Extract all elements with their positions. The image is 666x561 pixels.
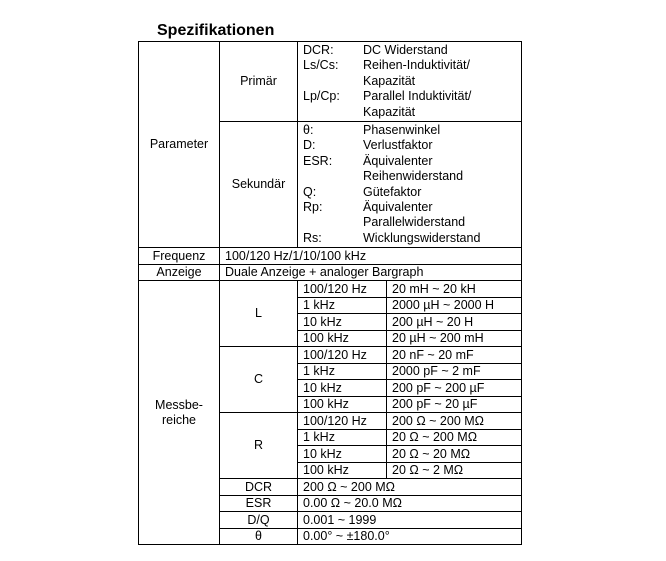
secondary-list: θ: Phasenwinkel D: Verlustfaktor ESR: Äquival… <box>296 121 523 249</box>
range-row: 100 kHz 20 µH ~ 200 mH <box>139 329 523 348</box>
param-description: DC Widerstand <box>363 43 448 57</box>
single-range-row: θ 0.00° ~ ±180.0° <box>139 527 523 546</box>
ranges-label-line2: reiche <box>161 412 197 427</box>
param-term-empty <box>303 215 363 230</box>
range-value: 2000 pF ~ 2 mF <box>385 362 523 381</box>
range-frequency: 10 kHz <box>297 379 387 397</box>
single-range-value: 0.001 ~ 1999 <box>296 511 523 529</box>
param-term: ESR: <box>303 153 333 168</box>
param-description: Reihenwiderstand <box>363 169 464 184</box>
param-description: Äquivalenter <box>363 153 433 168</box>
single-range-row: DCR 200 Ω ~ 200 MΩ <box>139 478 523 496</box>
range-value: 20 Ω ~ 20 MΩ <box>385 445 523 463</box>
range-frequency: 1 kHz <box>297 296 387 315</box>
group-label: C <box>219 346 298 414</box>
section-title: Spezifikationen <box>157 22 275 39</box>
single-range-label: D/Q <box>219 511 298 529</box>
row-primary: Parameter Primär DCR: DC Widerstand Ls/Cs:… <box>138 40 523 249</box>
single-range-row: ESR 0.00 Ω ~ 20.0 MΩ <box>139 494 523 513</box>
range-value: 200 pF ~ 200 µF <box>385 379 523 397</box>
single-range-label: DCR <box>219 478 298 496</box>
param-term: Lp/Cp: <box>303 89 340 104</box>
single-range-label: ESR <box>219 494 298 513</box>
frequency-value: 100/120 Hz/1/10/100 kHz <box>218 247 523 265</box>
range-row: 1 kHz 20 Ω ~ 200 MΩ <box>139 428 523 447</box>
param-term: Q: <box>303 184 317 199</box>
range-value: 200 µH ~ 20 H <box>385 313 523 331</box>
row-secondary: Sekundär θ: Phasenwinkel D: Verlustfaktor ES… <box>139 121 523 249</box>
range-row: Messbe-reiche L 100/120 Hz 20 mH ~ 20 kH <box>138 280 523 546</box>
range-row: 10 kHz 200 µH ~ 20 H <box>139 313 523 331</box>
range-frequency: 100 kHz <box>297 395 387 414</box>
param-term: Rs: <box>303 230 322 245</box>
range-value: 20 µH ~ 200 mH <box>385 329 523 348</box>
range-frequency: 10 kHz <box>297 313 387 331</box>
range-value: 20 nF ~ 20 mF <box>385 346 523 364</box>
range-row: 100 kHz 20 Ω ~ 2 MΩ <box>139 461 523 480</box>
range-value: 2000 µH ~ 2000 H <box>385 296 523 315</box>
range-row: 1 kHz 2000 pF ~ 2 mF <box>139 362 523 381</box>
range-value: 20 Ω ~ 2 MΩ <box>385 461 523 480</box>
param-term: D: <box>303 138 316 153</box>
param-description: Kapazität <box>363 104 416 119</box>
range-frequency: 100/120 Hz <box>297 280 387 298</box>
display-label: Anzeige <box>138 263 220 282</box>
single-range-value: 0.00° ~ ±180.0° <box>296 527 523 546</box>
param-term-empty <box>303 74 363 89</box>
ranges-label: Messbe-reiche <box>138 280 220 546</box>
range-row: 10 kHz 20 Ω ~ 20 MΩ <box>139 445 523 463</box>
primary-list: DCR: DC Widerstand Ls/Cs: Reihen-Induktivit… <box>296 40 523 123</box>
range-frequency: 1 kHz <box>297 362 387 381</box>
param-description: Phasenwinkel <box>363 123 441 138</box>
param-term: DCR: <box>303 43 334 57</box>
range-row: R 100/120 Hz 200 Ω ~ 200 MΩ <box>139 412 523 480</box>
param-description: Wicklungswiderstand <box>363 230 481 245</box>
range-row: 100 kHz 200 pF ~ 20 µF <box>139 395 523 414</box>
display-value: Duale Anzeige + analoger Bargraph <box>218 263 523 282</box>
param-term: Ls/Cs: <box>303 58 339 73</box>
param-term-empty <box>303 169 363 184</box>
range-row: C 100/120 Hz 20 nF ~ 20 mF <box>139 346 523 414</box>
param-description: Reihen-Induktivität/ <box>363 58 471 73</box>
range-value: 200 Ω ~ 200 MΩ <box>385 412 523 430</box>
single-range-value: 0.00 Ω ~ 20.0 MΩ <box>296 494 523 513</box>
param-description: Kapazität <box>363 73 416 88</box>
range-frequency: 100 kHz <box>297 461 387 480</box>
row-frequency: Frequenz 100/120 Hz/1/10/100 kHz <box>138 247 523 265</box>
param-description: Gütefaktor <box>363 184 422 199</box>
param-term-empty <box>303 105 363 120</box>
parameter-label: Parameter <box>138 40 220 249</box>
frequency-label: Frequenz <box>138 247 220 265</box>
ranges-label-line1: Messbe- <box>155 397 203 412</box>
param-description: Äquivalenter <box>363 200 433 215</box>
row-display: Anzeige Duale Anzeige + analoger Bargrap… <box>138 263 523 282</box>
primary-label: Primär <box>219 40 298 123</box>
range-frequency: 10 kHz <box>297 445 387 463</box>
range-row: 10 kHz 200 pF ~ 200 µF <box>139 379 523 397</box>
single-range-value: 200 Ω ~ 200 MΩ <box>296 478 523 496</box>
group-label: L <box>219 280 298 348</box>
param-term: θ: <box>303 123 314 138</box>
param-term: Rp: <box>303 200 323 215</box>
param-description: Parallel Induktivität/ <box>363 89 472 104</box>
single-range-label: θ <box>219 527 298 546</box>
spec-table: Parameter Primär DCR: DC Widerstand Ls/Cs:… <box>138 40 523 546</box>
range-frequency: 100/120 Hz <box>297 412 387 430</box>
range-value: 200 pF ~ 20 µF <box>385 395 523 414</box>
range-frequency: 100/120 Hz <box>297 346 387 364</box>
range-value: 20 Ω ~ 200 MΩ <box>385 428 523 447</box>
range-frequency: 1 kHz <box>297 428 387 447</box>
group-label: R <box>219 412 298 480</box>
range-frequency: 100 kHz <box>297 329 387 348</box>
range-value: 20 mH ~ 20 kH <box>385 280 523 298</box>
param-description: Parallelwiderstand <box>363 215 466 230</box>
secondary-label: Sekundär <box>219 121 298 249</box>
param-description: Verlustfaktor <box>363 138 433 153</box>
